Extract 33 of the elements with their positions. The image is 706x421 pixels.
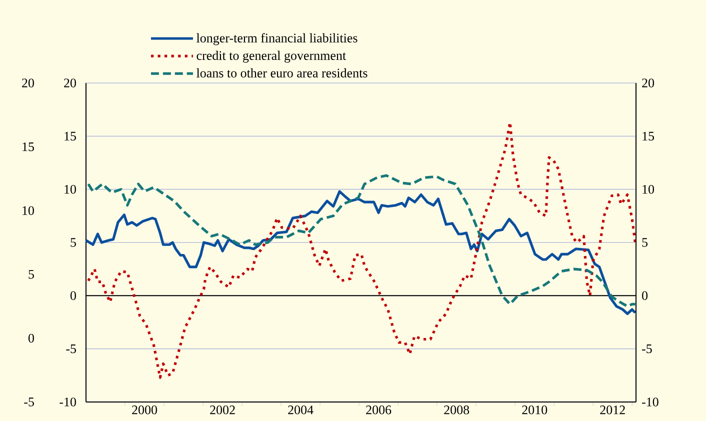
x-tick-label: 2002 (210, 406, 235, 414)
line-series (87, 121, 637, 379)
line-series (84, 190, 637, 316)
y2-tick-label: 15 (642, 132, 654, 141)
x-tick-label: 2012 (600, 406, 625, 414)
y-tick-label: -10 (60, 398, 76, 406)
y3-tick-label: 15 (22, 142, 34, 152)
y3-tick-label: 0 (28, 334, 34, 343)
y2-tick-label: 10 (642, 184, 654, 194)
y3-tick-label: 20 (22, 78, 34, 88)
y3-tick-label: -5 (24, 398, 34, 406)
y-tick-label: 0 (70, 291, 76, 300)
legend-label: loans to other euro area residents (196, 68, 368, 78)
line-series (87, 174, 637, 308)
y2-tick-label: 0 (642, 291, 648, 300)
x-tick-label: 2000 (132, 406, 158, 414)
y-tick-label: -5 (66, 344, 76, 354)
y2-tick-label: -10 (642, 398, 658, 406)
y3-tick-label: 5 (28, 270, 34, 279)
y-tick-label: 20 (64, 78, 76, 88)
x-tick-label: 2004 (288, 406, 314, 414)
y-tick-label: 15 (64, 132, 76, 141)
y2-tick-label: -5 (642, 344, 652, 354)
y2-tick-label: 20 (642, 78, 654, 88)
y-tick-label: 10 (64, 184, 76, 194)
x-tick-label: 2010 (522, 406, 548, 414)
y2-tick-label: 5 (642, 238, 648, 247)
y3-tick-label: 10 (22, 206, 34, 215)
x-tick-label: 2006 (366, 406, 392, 414)
legend-label: longer-term financial liabilities (196, 33, 358, 46)
x-tick-label: 2008 (444, 406, 470, 414)
y-tick-label: 5 (70, 238, 76, 247)
legend-label: credit to general government (196, 50, 346, 63)
